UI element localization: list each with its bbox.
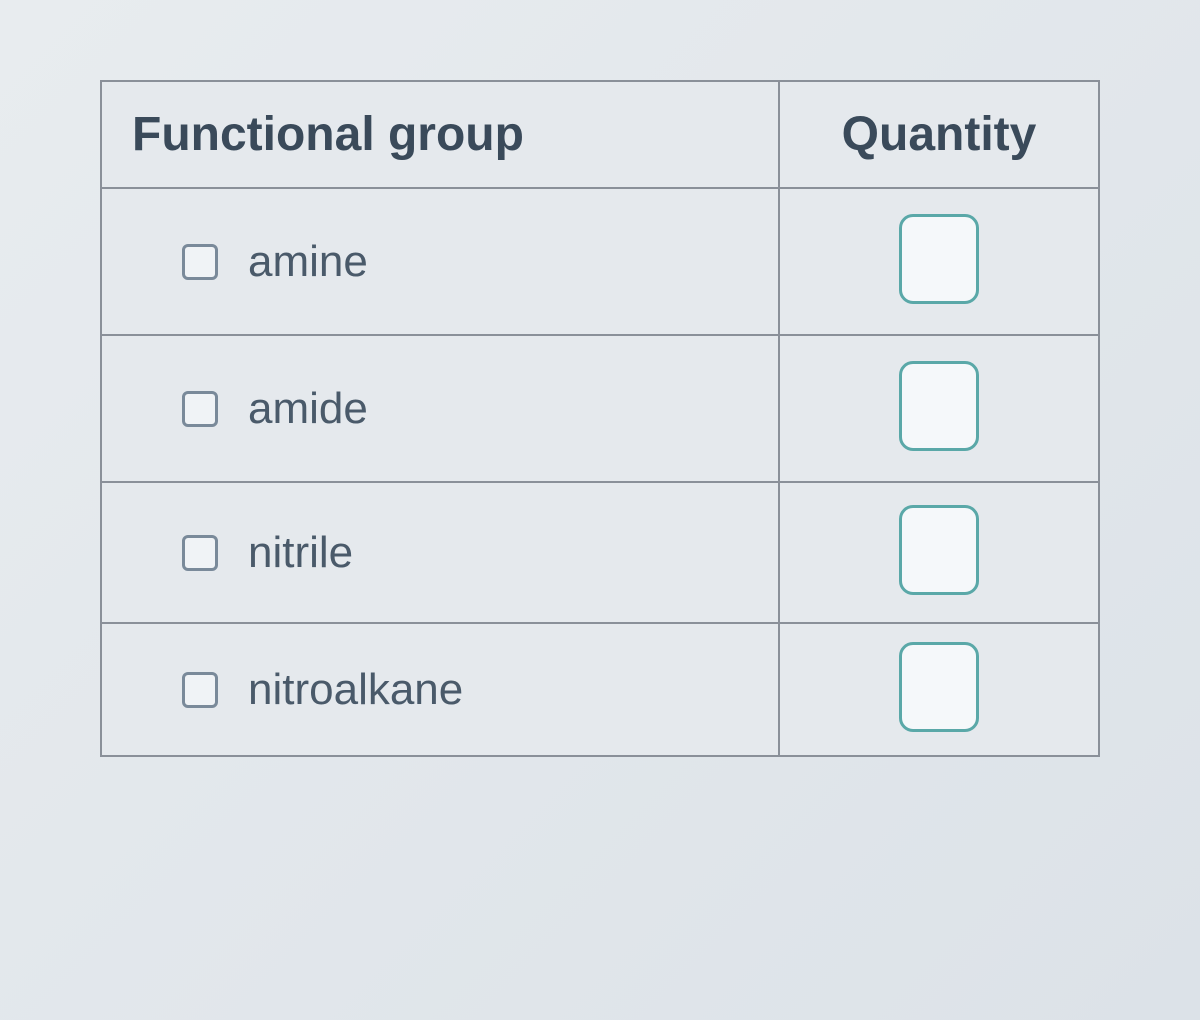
checkbox-row: amide	[182, 384, 738, 434]
table-row: amide	[101, 335, 1099, 482]
group-cell-amide: amide	[101, 335, 779, 482]
checkbox-row: nitrile	[182, 528, 738, 578]
checkbox-amine[interactable]	[182, 244, 218, 280]
checkbox-nitrile[interactable]	[182, 535, 218, 571]
label-amide: amide	[248, 384, 368, 434]
group-cell-amine: amine	[101, 188, 779, 335]
quantity-cell-nitroalkane	[779, 623, 1099, 756]
quantity-input-nitrile[interactable]	[899, 505, 979, 595]
functional-group-table-container: Functional group Quantity amine	[100, 80, 1160, 757]
quantity-cell-amine	[779, 188, 1099, 335]
quantity-input-amine[interactable]	[899, 214, 979, 304]
quantity-cell-amide	[779, 335, 1099, 482]
quantity-cell-nitrile	[779, 482, 1099, 623]
column-header-quantity: Quantity	[779, 81, 1099, 188]
label-nitrile: nitrile	[248, 528, 353, 578]
label-nitroalkane: nitroalkane	[248, 665, 463, 715]
table-row: nitrile	[101, 482, 1099, 623]
checkbox-nitroalkane[interactable]	[182, 672, 218, 708]
group-cell-nitroalkane: nitroalkane	[101, 623, 779, 756]
column-header-functional-group: Functional group	[101, 81, 779, 188]
checkbox-row: amine	[182, 237, 738, 287]
group-cell-nitrile: nitrile	[101, 482, 779, 623]
label-amine: amine	[248, 237, 368, 287]
table-row: amine	[101, 188, 1099, 335]
checkbox-row: nitroalkane	[182, 665, 738, 715]
quantity-input-amide[interactable]	[899, 361, 979, 451]
table-row: nitroalkane	[101, 623, 1099, 756]
table-header-row: Functional group Quantity	[101, 81, 1099, 188]
quantity-input-nitroalkane[interactable]	[899, 642, 979, 732]
functional-group-table: Functional group Quantity amine	[100, 80, 1100, 757]
checkbox-amide[interactable]	[182, 391, 218, 427]
